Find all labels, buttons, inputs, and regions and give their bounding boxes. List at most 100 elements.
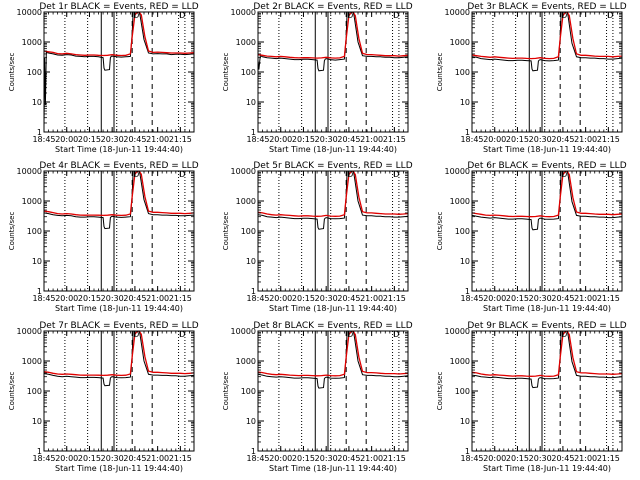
- x-tick-label: 20:30: [315, 294, 338, 303]
- y-axis-label: Counts/sec: [436, 53, 444, 92]
- x-tick-label: 20:30: [529, 454, 552, 463]
- x-tick-label: 20:15: [292, 454, 315, 463]
- y-tick-label: 10: [246, 417, 256, 426]
- y-tick-label: 1000: [236, 38, 256, 47]
- y-tick-label: 10000: [231, 327, 256, 336]
- y-tick-label: 1000: [22, 357, 42, 366]
- panel-title: Det 8r BLACK = Events, RED = LLD: [253, 321, 412, 331]
- y-tick-label: 1000: [450, 197, 470, 206]
- events-series-line: [472, 331, 622, 389]
- x-tick-label: 21:15: [383, 135, 406, 144]
- y-tick-label: 1000: [22, 197, 42, 206]
- x-tick-label: 21:00: [146, 135, 169, 144]
- x-tick-label: 21:15: [383, 294, 406, 303]
- x-tick-label: 21:00: [574, 454, 597, 463]
- x-tick-label: 20:30: [315, 135, 338, 144]
- lld-series-line: [472, 12, 622, 60]
- x-tick-label: 21:00: [360, 294, 383, 303]
- x-tick-label: 20:30: [315, 454, 338, 463]
- y-tick-label: 10: [32, 417, 42, 426]
- y-tick-label: 100: [241, 68, 256, 77]
- x-tick-label: 20:15: [506, 294, 529, 303]
- x-tick-label: 18:45: [460, 135, 483, 144]
- x-tick-label: 20:15: [292, 135, 315, 144]
- x-axis-label: Start Time (18-Jun-11 19:44:40): [269, 464, 397, 473]
- plot-frame: [257, 330, 409, 452]
- x-tick-label: 21:00: [360, 135, 383, 144]
- y-tick-label: 100: [455, 68, 470, 77]
- y-axis-label: Counts/sec: [8, 212, 16, 251]
- x-tick-label: 18:45: [460, 294, 483, 303]
- panel-title: Det 1r BLACK = Events, RED = LLD: [39, 2, 198, 12]
- y-tick-label: 10000: [17, 8, 42, 17]
- y-tick-label: 10: [460, 98, 470, 107]
- y-tick-label: 100: [27, 68, 42, 77]
- marker-label: D: [607, 11, 613, 20]
- plot-frame: [471, 11, 623, 133]
- marker-label: D: [347, 11, 353, 20]
- x-tick-label: 20:45: [551, 294, 574, 303]
- y-axis-label: Counts/sec: [222, 372, 230, 411]
- events-series-line: [258, 331, 408, 389]
- y-tick-label: 10000: [17, 167, 42, 176]
- marker-label: D: [133, 330, 139, 339]
- x-axis-label: Start Time (18-Jun-11 19:44:40): [483, 304, 611, 313]
- x-tick-label: 18:45: [460, 454, 483, 463]
- x-axis-label: Start Time (18-Jun-11 19:44:40): [269, 145, 397, 154]
- y-tick-label: 100: [27, 227, 42, 236]
- lld-series-line: [44, 171, 194, 217]
- y-tick-label: 10000: [231, 167, 256, 176]
- x-tick-label: 20:00: [55, 135, 78, 144]
- x-tick-label: 21:15: [169, 135, 192, 144]
- y-tick-label: 1000: [236, 197, 256, 206]
- panel-title: Det 5r BLACK = Events, RED = LLD: [253, 161, 412, 171]
- x-tick-label: 21:15: [383, 454, 406, 463]
- x-axis-label: Start Time (18-Jun-11 19:44:40): [269, 304, 397, 313]
- marker-label: D: [179, 330, 185, 339]
- y-tick-label: 10: [32, 257, 42, 266]
- x-tick-label: 20:30: [101, 294, 124, 303]
- marker-label: D: [179, 170, 185, 179]
- marker-label: D: [561, 170, 567, 179]
- y-axis-label: Counts/sec: [8, 53, 16, 92]
- lld-series-line: [258, 331, 408, 377]
- y-tick-label: 100: [241, 227, 256, 236]
- y-tick-label: 1: [37, 128, 42, 137]
- x-axis-label: Start Time (18-Jun-11 19:44:40): [483, 464, 611, 473]
- y-tick-label: 10: [246, 257, 256, 266]
- y-tick-label: 1: [465, 287, 470, 296]
- x-tick-label: 20:15: [78, 135, 101, 144]
- x-tick-label: 20:00: [269, 135, 292, 144]
- marker-label: D: [347, 170, 353, 179]
- events-series-line: [44, 331, 194, 387]
- panel-title: Det 2r BLACK = Events, RED = LLD: [253, 2, 412, 12]
- panel-title: Det 3r BLACK = Events, RED = LLD: [467, 2, 626, 12]
- marker-label: D: [393, 170, 399, 179]
- x-tick-label: 20:45: [337, 454, 360, 463]
- x-axis-label: Start Time (18-Jun-11 19:44:40): [55, 464, 183, 473]
- x-tick-label: 21:00: [360, 454, 383, 463]
- x-tick-label: 21:15: [169, 294, 192, 303]
- x-axis-label: Start Time (18-Jun-11 19:44:40): [483, 145, 611, 154]
- x-tick-label: 20:00: [55, 294, 78, 303]
- marker-label: D: [561, 11, 567, 20]
- y-tick-label: 1: [465, 447, 470, 456]
- x-tick-label: 20:00: [483, 454, 506, 463]
- x-tick-label: 20:30: [101, 135, 124, 144]
- y-tick-label: 10000: [17, 327, 42, 336]
- x-tick-label: 21:15: [597, 294, 620, 303]
- y-tick-label: 1: [251, 447, 256, 456]
- marker-label: D: [133, 170, 139, 179]
- panel-title: Det 4r BLACK = Events, RED = LLD: [39, 161, 198, 171]
- x-tick-label: 18:45: [32, 294, 55, 303]
- x-tick-label: 20:30: [529, 135, 552, 144]
- events-series-line: [44, 171, 194, 230]
- x-tick-label: 20:15: [292, 294, 315, 303]
- y-tick-label: 1000: [22, 38, 42, 47]
- x-tick-label: 20:30: [101, 454, 124, 463]
